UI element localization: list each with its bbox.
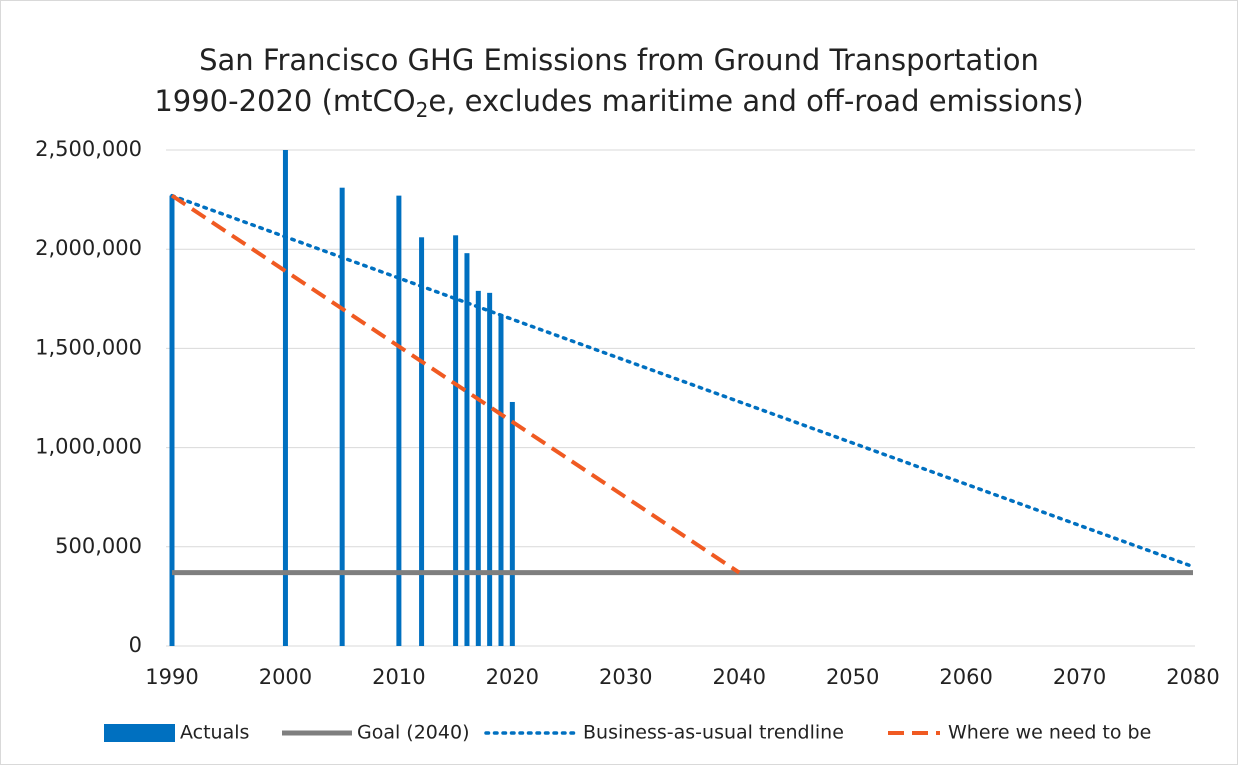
- bar: [282, 150, 288, 646]
- x-tick-label: 2000: [259, 665, 312, 689]
- x-tick-label: 2080: [1166, 665, 1219, 689]
- y-tick-label: 1,500,000: [35, 335, 142, 359]
- x-tick-label: 2060: [939, 665, 992, 689]
- legend-label: Actuals: [180, 722, 249, 744]
- x-tick-label: 2050: [826, 665, 879, 689]
- x-tick-label: 2010: [372, 665, 425, 689]
- y-tick-label: 2,500,000: [35, 137, 142, 161]
- bar: [396, 195, 402, 646]
- bar: [487, 292, 493, 646]
- bar: [464, 253, 470, 646]
- x-tick-label: 2070: [1053, 665, 1106, 689]
- x-tick-label: 2020: [486, 665, 539, 689]
- y-tick-label: 0: [129, 633, 142, 657]
- bar: [419, 237, 425, 646]
- chart-title: 1990-2020 (mtCO2e, excludes maritime and…: [154, 84, 1083, 122]
- x-tick-label: 2030: [599, 665, 652, 689]
- bar: [339, 187, 345, 647]
- legend-swatch: [104, 724, 175, 742]
- legend-label: Goal (2040): [357, 722, 470, 744]
- y-tick-label: 500,000: [55, 534, 142, 558]
- bar: [509, 401, 515, 646]
- legend-label: Business-as-usual trendline: [583, 722, 844, 744]
- y-tick-label: 2,000,000: [35, 236, 142, 260]
- y-tick-label: 1,000,000: [35, 435, 142, 459]
- bar: [453, 235, 459, 646]
- x-tick-label: 1990: [145, 665, 198, 689]
- bar: [169, 195, 175, 646]
- chart-title: San Francisco GHG Emissions from Ground …: [199, 43, 1039, 77]
- bar: [498, 314, 504, 646]
- bar: [475, 290, 481, 646]
- legend-label: Where we need to be: [948, 722, 1151, 744]
- line-series: [170, 193, 1195, 569]
- x-tick-label: 2040: [712, 665, 765, 689]
- line-series: [170, 193, 741, 575]
